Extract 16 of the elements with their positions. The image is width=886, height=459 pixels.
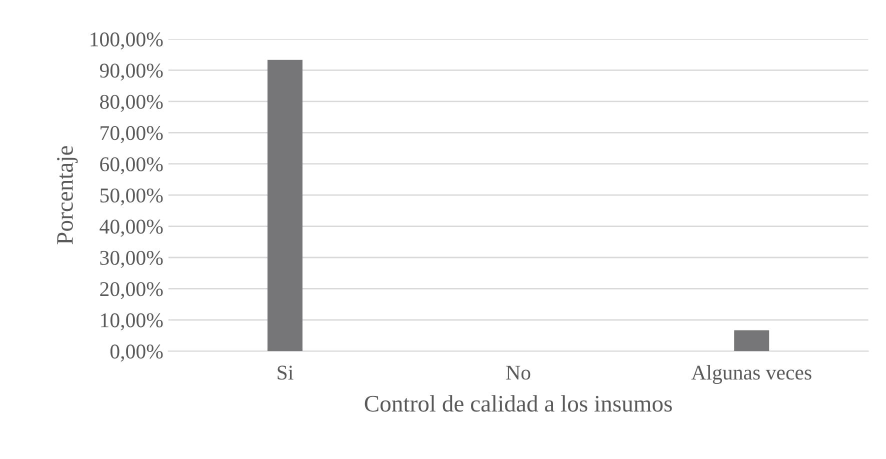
y-tick-label: 100,00% — [90, 32, 163, 50]
y-tick-label: 10,00% — [101, 313, 163, 330]
y-tick-label: 20,00% — [100, 282, 163, 300]
y-tick-label: 80,00% — [100, 94, 163, 112]
y-tick-label: 0,00% — [110, 344, 163, 362]
x-tick-label: Si — [278, 366, 294, 380]
y-tick-label: 60,00% — [100, 157, 163, 174]
x-tick-label: Algunas veces — [691, 365, 812, 384]
y-tick-label: 40,00% — [100, 220, 163, 237]
y-tick-label: 90,00% — [100, 64, 163, 81]
y-tick-label: 30,00% — [100, 250, 163, 268]
y-axis-title: Porcentaje — [57, 146, 78, 244]
y-tick-label: 50,00% — [100, 188, 163, 206]
x-tick-label: No — [506, 366, 530, 380]
y-tick-label: 70,00% — [100, 126, 163, 144]
x-axis-title: Control de calidad a los insumos — [364, 395, 672, 412]
